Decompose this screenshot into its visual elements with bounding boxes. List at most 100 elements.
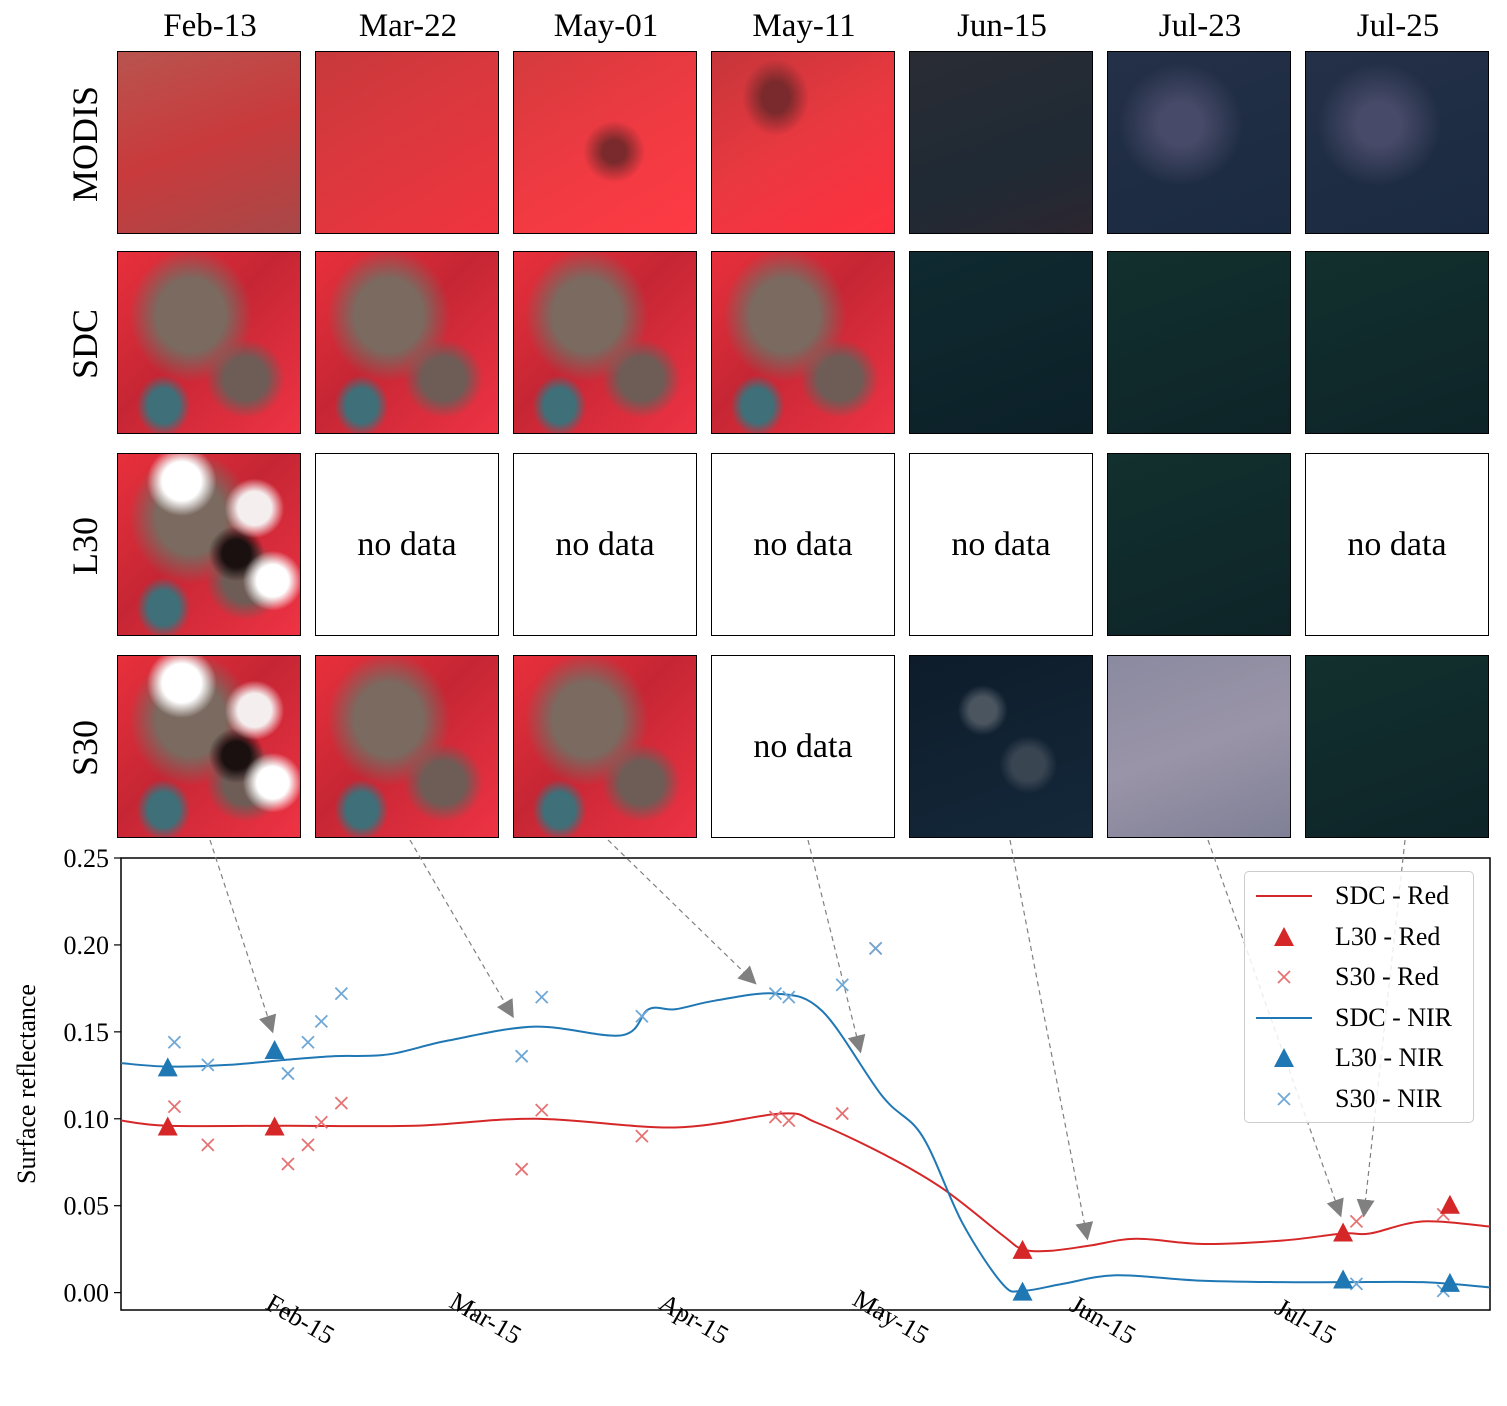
point-l30-red bbox=[1012, 1239, 1033, 1259]
point-s30-red bbox=[535, 1103, 549, 1117]
legend-item: SDC - Red bbox=[1245, 876, 1449, 916]
point-l30-nir bbox=[1012, 1281, 1033, 1301]
legend-item: L30 - Red bbox=[1245, 917, 1440, 957]
point-l30-nir bbox=[157, 1057, 178, 1077]
series-line-sdc-red bbox=[120, 1112, 1491, 1253]
legend-item: S30 - Red bbox=[1245, 957, 1439, 997]
legend-item: L30 - NIR bbox=[1245, 1038, 1443, 1078]
legend-item: S30 - NIR bbox=[1245, 1079, 1442, 1119]
y-tick-label: 0.05 bbox=[64, 1192, 110, 1221]
x-stroke bbox=[782, 1113, 796, 1128]
x-stroke bbox=[635, 1129, 649, 1143]
point-s30-red bbox=[782, 1113, 796, 1128]
point-s30-red bbox=[768, 1110, 783, 1124]
x-stroke bbox=[635, 1009, 649, 1023]
satellite-image bbox=[1107, 251, 1291, 434]
legend-x-icon bbox=[1277, 970, 1291, 984]
satellite-image bbox=[117, 655, 301, 838]
x-stroke bbox=[201, 1138, 215, 1152]
link-arrow bbox=[1009, 839, 1094, 1241]
point-l30-nir bbox=[1333, 1269, 1354, 1289]
point-l30-red bbox=[264, 1116, 285, 1136]
column-label: May-01 bbox=[553, 8, 659, 44]
legend-symbol bbox=[1245, 962, 1323, 992]
point-s30-red bbox=[835, 1106, 849, 1121]
x-stroke bbox=[835, 978, 849, 992]
legend: SDC - Red L30 - Red S30 - Red SDC - NIR L30 … bbox=[1244, 871, 1474, 1123]
x-stroke bbox=[281, 1066, 295, 1081]
link-arrow bbox=[209, 839, 277, 1034]
no-data-cell: no data bbox=[1305, 453, 1489, 636]
satellite-image bbox=[513, 51, 697, 234]
point-s30-nir bbox=[768, 986, 783, 1001]
x-stroke bbox=[301, 1035, 315, 1049]
x-stroke bbox=[1277, 1091, 1291, 1106]
series-line-sdc-nir bbox=[120, 992, 1491, 1293]
y-tick-label: 0.00 bbox=[64, 1279, 110, 1308]
satellite-image bbox=[909, 251, 1093, 434]
y-axis-label: Surface reflectance bbox=[12, 984, 41, 1184]
no-data-label: no data bbox=[951, 525, 1051, 563]
satellite-image bbox=[117, 453, 301, 636]
legend-symbol bbox=[1245, 881, 1323, 911]
satellite-image bbox=[315, 51, 499, 234]
column-label: Feb-13 bbox=[163, 8, 257, 44]
x-tick-label: Feb-15 bbox=[261, 1288, 339, 1350]
no-data-label: no data bbox=[753, 525, 853, 563]
x-stroke bbox=[167, 1099, 182, 1114]
point-l30-nir bbox=[264, 1039, 285, 1059]
satellite-image bbox=[909, 51, 1093, 234]
satellite-image bbox=[1107, 51, 1291, 234]
satellite-image bbox=[711, 51, 895, 234]
point-s30-red bbox=[301, 1138, 315, 1152]
x-stroke bbox=[515, 1162, 529, 1176]
x-stroke bbox=[301, 1138, 315, 1152]
y-tick-label: 0.20 bbox=[64, 931, 110, 960]
legend-symbol bbox=[1245, 1084, 1323, 1114]
legend-label: S30 - Red bbox=[1335, 962, 1439, 991]
x-stroke bbox=[1277, 970, 1291, 984]
point-s30-nir bbox=[782, 990, 796, 1004]
legend-label: L30 - NIR bbox=[1335, 1043, 1444, 1072]
legend-triangle-icon bbox=[1274, 1048, 1294, 1067]
satellite-image bbox=[909, 655, 1093, 838]
no-data-cell: no data bbox=[711, 655, 895, 838]
column-label: May-11 bbox=[752, 8, 856, 44]
link-arrow bbox=[607, 839, 757, 985]
x-stroke bbox=[782, 990, 796, 1004]
point-s30-nir bbox=[535, 990, 549, 1004]
point-s30-nir bbox=[868, 941, 883, 956]
satellite-image bbox=[1305, 251, 1489, 434]
legend-item: SDC - NIR bbox=[1245, 998, 1452, 1038]
column-label: Jun-15 bbox=[957, 8, 1047, 44]
point-s30-nir bbox=[515, 1049, 529, 1063]
point-l30-nir bbox=[1439, 1272, 1460, 1292]
column-label: Jul-25 bbox=[1356, 8, 1440, 44]
column-label: Mar-22 bbox=[358, 8, 458, 44]
point-s30-nir bbox=[835, 978, 849, 992]
point-s30-red bbox=[334, 1096, 349, 1110]
point-s30-nir bbox=[167, 1035, 182, 1049]
x-stroke bbox=[535, 990, 549, 1004]
no-data-cell: no data bbox=[711, 453, 895, 636]
point-s30-nir bbox=[201, 1058, 215, 1072]
no-data-label: no data bbox=[753, 727, 853, 765]
point-s30-nir bbox=[334, 986, 349, 1001]
x-stroke bbox=[1349, 1214, 1364, 1228]
y-tick-label: 0.15 bbox=[64, 1018, 110, 1047]
point-s30-nir bbox=[314, 1014, 328, 1029]
satellite-image bbox=[117, 251, 301, 434]
x-stroke bbox=[768, 986, 783, 1001]
no-data-cell: no data bbox=[909, 453, 1093, 636]
satellite-image bbox=[513, 655, 697, 838]
satellite-image bbox=[711, 251, 895, 434]
legend-symbol bbox=[1245, 922, 1323, 952]
x-stroke bbox=[515, 1049, 529, 1063]
satellite-image bbox=[513, 251, 697, 434]
x-tick-label: Mar-15 bbox=[445, 1286, 527, 1350]
x-stroke bbox=[868, 941, 883, 956]
point-s30-nir bbox=[635, 1009, 649, 1023]
legend-symbol bbox=[1245, 1043, 1323, 1073]
x-stroke bbox=[768, 1110, 783, 1124]
legend-x-icon bbox=[1277, 1091, 1291, 1106]
